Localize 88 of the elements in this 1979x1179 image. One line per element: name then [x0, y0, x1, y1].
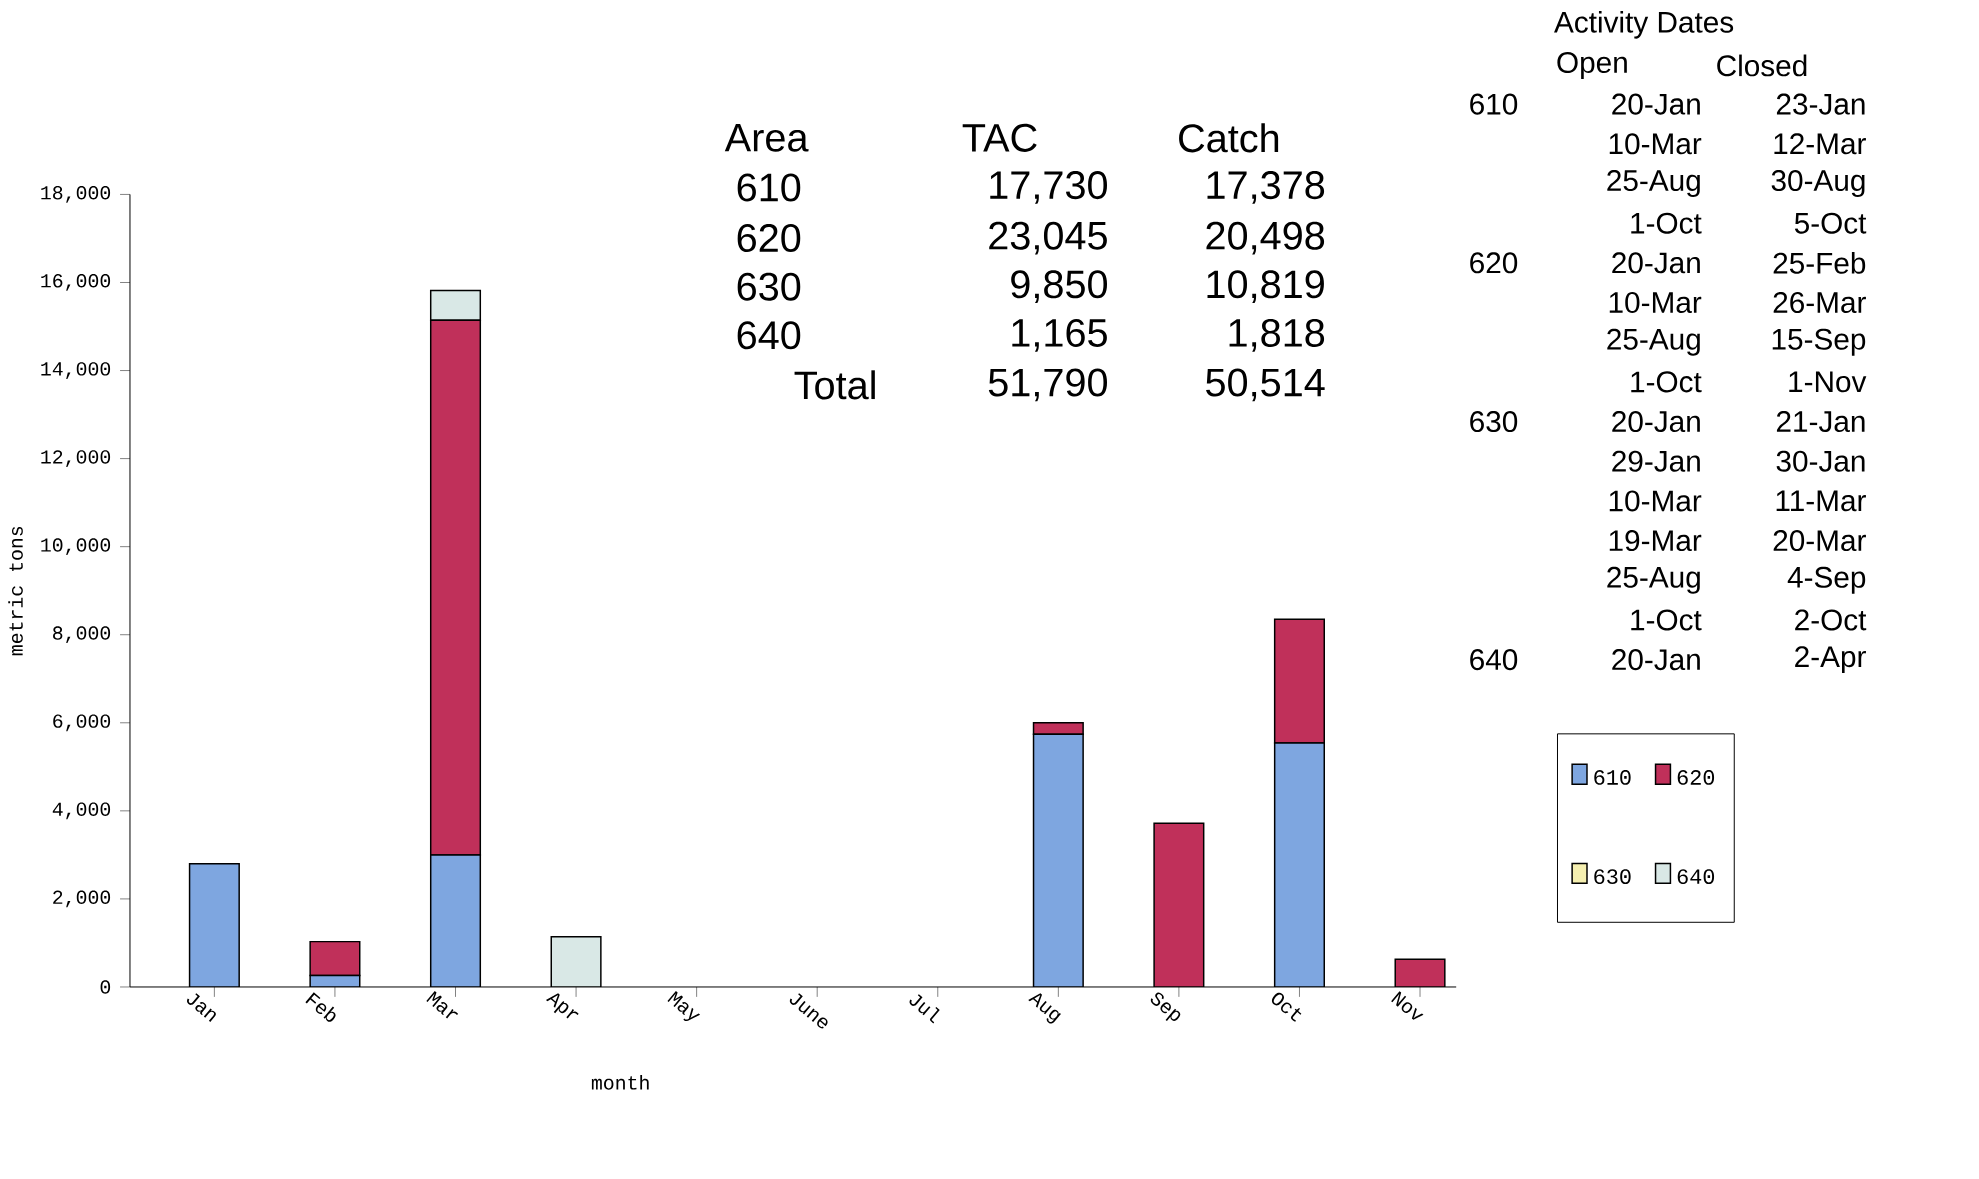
annotation: 23,045 [989, 221, 1107, 255]
text: 2-Oct [1795, 609, 1867, 631]
x-tick-label: Mar [426, 990, 459, 1019]
annotation: 640 [737, 321, 801, 350]
y-tick-label: 6,000 [53, 714, 111, 731]
bar [309, 940, 361, 977]
text: 25-Aug [1607, 169, 1700, 197]
text: 23-Jan [1776, 93, 1865, 115]
text: 630 [1470, 410, 1518, 432]
text: 1-Oct [1631, 609, 1702, 631]
annotation: 17,730 [990, 170, 1108, 204]
annotation: 20,498 [1206, 221, 1325, 255]
text: 30-Aug [1771, 169, 1865, 197]
text: 20-Mar [1773, 529, 1866, 551]
bar [1032, 733, 1084, 987]
text: Area [724, 123, 809, 152]
text: 4-Sep [1787, 566, 1866, 594]
annotation: 9,850 [1011, 270, 1108, 303]
text: 1-Oct [1631, 212, 1702, 234]
text: Catch [1179, 123, 1279, 153]
y-tick-label: 2,000 [53, 890, 111, 908]
text: 1-Oct [1631, 371, 1702, 393]
text: 20-Jan [1612, 648, 1700, 670]
text: 10-Mar [1609, 490, 1702, 512]
y-tick-label: 14,000 [41, 361, 111, 379]
text: 12-Mar [1774, 133, 1866, 155]
annotation: 630 [737, 272, 801, 301]
text: 20-Jan [1612, 252, 1700, 274]
annotation: 51,790 [988, 368, 1108, 402]
y-tick-label: 10,000 [41, 538, 111, 555]
annotation: 17,378 [1207, 170, 1325, 204]
bar [1273, 742, 1326, 987]
text: 610 [1470, 93, 1518, 115]
y-tick-label: 16,000 [41, 273, 111, 291]
text: 640 [1470, 648, 1518, 670]
text: 2-Apr [1795, 645, 1866, 673]
legend-label: 630 [1594, 869, 1631, 884]
x-tick-label: Jan [186, 992, 216, 1022]
annotation: 10,819 [1207, 270, 1324, 303]
text: 25-Feb [1773, 251, 1866, 274]
text: Open [1557, 51, 1627, 79]
annotation: Total [794, 370, 875, 400]
text: 10-Mar [1609, 133, 1702, 155]
text: 10-Mar [1609, 291, 1702, 313]
x-tick-label: Feb [305, 992, 336, 1022]
text: 25-Aug [1607, 566, 1700, 594]
annotation: 1,165 [1012, 318, 1107, 352]
y-tick-label: 0 [100, 980, 111, 994]
x-axis-title: month [591, 1074, 649, 1090]
text: 15-Sep [1772, 328, 1866, 356]
annotation: 50,514 [1206, 368, 1325, 402]
y-tick-label: 12,000 [41, 450, 111, 467]
y-tick-label: 18,000 [41, 185, 111, 203]
bar [188, 862, 240, 987]
legend-label: 610 [1594, 769, 1631, 785]
text: 620 [1470, 252, 1518, 274]
x-tick-label: Nov [1391, 990, 1424, 1020]
legend-label: 620 [1677, 769, 1715, 785]
bar [429, 853, 482, 987]
bar [429, 289, 482, 321]
text: 21-Jan [1776, 410, 1865, 432]
text: 20-Jan [1612, 93, 1700, 115]
x-tick-label: Sep [1150, 992, 1181, 1021]
x-tick-label: Oct [1271, 992, 1302, 1022]
text: 5-Oct [1794, 212, 1867, 234]
x-tick-label: Apr [545, 993, 579, 1019]
text: 1-Nov [1789, 371, 1867, 393]
text: 26-Mar [1773, 291, 1866, 313]
x-tick-label: Jul [909, 993, 940, 1024]
text: 29-Jan [1612, 450, 1700, 472]
text: Closed [1717, 54, 1807, 77]
annotation: 1,818 [1229, 318, 1325, 352]
legend-label: 640 [1677, 869, 1715, 884]
text: 30-Jan [1776, 450, 1865, 472]
annotation: 610 [737, 173, 801, 202]
text: TAC [962, 123, 1037, 152]
x-tick-label: May [667, 990, 701, 1021]
y-axis-title: metric tons [8, 526, 23, 656]
y-tick-label: 4,000 [52, 802, 111, 820]
annotation: 620 [737, 223, 801, 252]
x-tick-label: Aug [1028, 993, 1061, 1024]
bar [550, 935, 602, 987]
text: Activity Dates [1554, 10, 1734, 39]
text: 25-Aug [1607, 328, 1700, 356]
text: 19-Mar [1609, 529, 1702, 551]
text: 11-Mar [1776, 490, 1866, 512]
text: 20-Jan [1612, 410, 1700, 432]
y-tick-label: 8,000 [53, 626, 111, 643]
